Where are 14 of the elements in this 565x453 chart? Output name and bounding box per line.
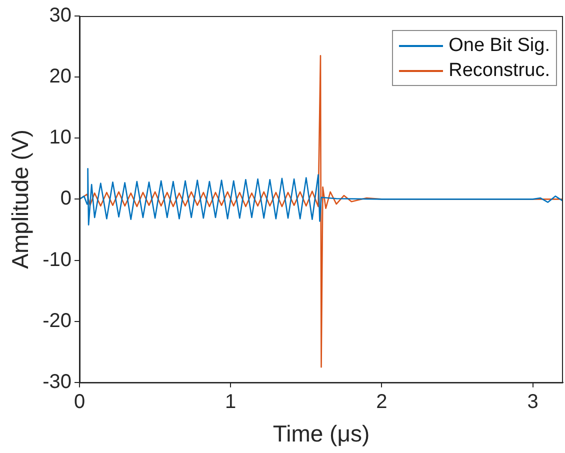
y-axis-title: Amplitude (V) — [7, 130, 34, 269]
y-tick-label: 30 — [49, 4, 72, 27]
legend-label: One Bit Sig. — [448, 34, 550, 58]
y-tick-label: -10 — [42, 248, 72, 271]
x-tick-label: 1 — [225, 390, 236, 413]
legend-label: Reconstruc. — [448, 59, 550, 83]
y-tick-label: 10 — [49, 126, 72, 149]
x-tick-label: 3 — [527, 390, 538, 413]
y-tick-label: 0 — [60, 188, 72, 210]
y-tick-label: 20 — [49, 66, 72, 88]
x-tick-label: 2 — [376, 390, 388, 413]
x-axis-title: Time (μs) — [272, 420, 370, 447]
y-tick-label: -30 — [42, 370, 72, 393]
y-tick-label: -20 — [42, 310, 72, 332]
